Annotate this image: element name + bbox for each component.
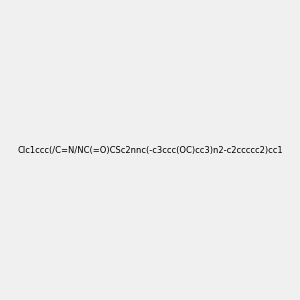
- Text: Clc1ccc(/C=N/NC(=O)CSc2nnc(-c3ccc(OC)cc3)n2-c2ccccc2)cc1: Clc1ccc(/C=N/NC(=O)CSc2nnc(-c3ccc(OC)cc3…: [17, 146, 283, 154]
